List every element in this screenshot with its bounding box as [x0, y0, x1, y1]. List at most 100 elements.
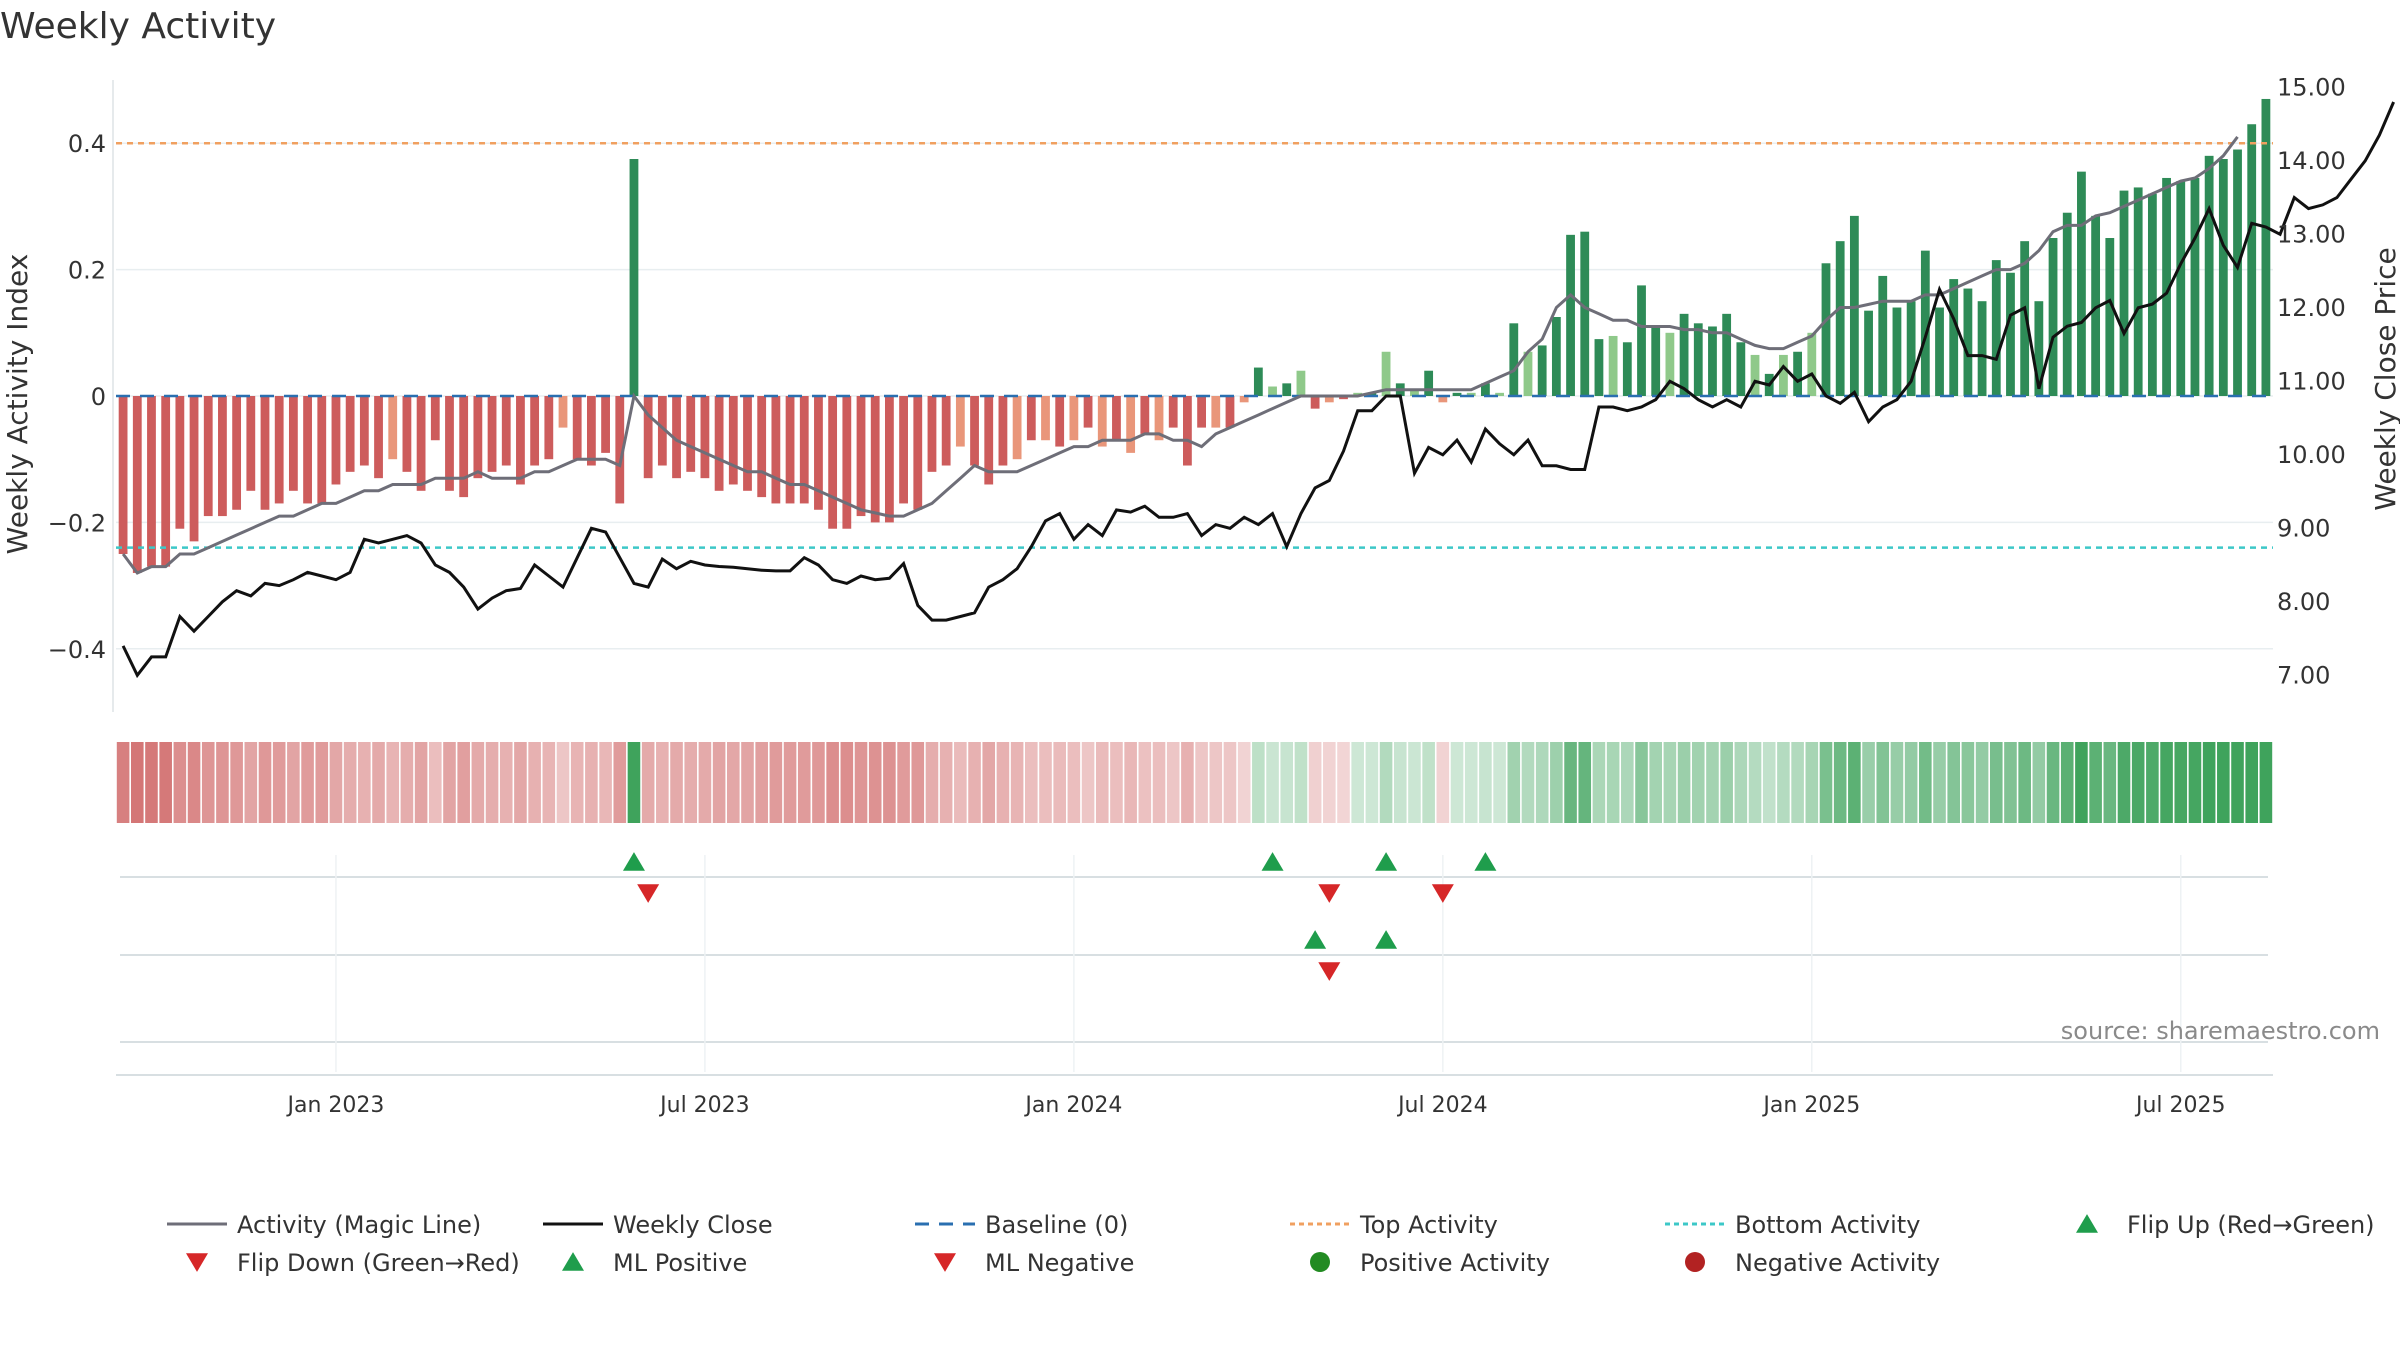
activity-bar: [1438, 396, 1448, 403]
activity-bar: [2147, 193, 2157, 396]
activity-bar: [1381, 351, 1391, 396]
activity-bar: [2105, 238, 2115, 396]
heat-cell: [130, 742, 144, 823]
activity-bar: [1083, 396, 1093, 428]
heat-cell: [1266, 742, 1279, 823]
activity-bar: [1935, 307, 1944, 396]
legend-item: Bottom Activity: [1665, 1211, 1920, 1239]
activity-bar: [1310, 396, 1320, 409]
heat-cell: [911, 742, 925, 823]
heat-cell: [2259, 742, 2273, 823]
activity-bar: [118, 396, 128, 554]
heat-cell: [1152, 742, 1166, 823]
heat-cell: [2046, 742, 2060, 823]
heat-cell: [641, 742, 655, 823]
heat-cell: [145, 742, 158, 823]
heat-cell: [868, 742, 882, 823]
legend-item: Flip Up (Red→Green): [2076, 1211, 2375, 1239]
y-right-tick-label: 15.00: [2277, 73, 2346, 101]
activity-bar: [2020, 241, 2030, 396]
activity-bar: [884, 396, 894, 523]
activity-bar: [1594, 339, 1604, 396]
legend-label: Flip Up (Red→Green): [2127, 1211, 2375, 1239]
activity-bar: [1608, 335, 1618, 396]
source-note: source: sharemaestro.com: [2061, 1017, 2380, 1045]
x-tick-label: Jul 2023: [658, 1093, 750, 1118]
chart-title: Weekly Activity: [0, 6, 276, 47]
heat-cell: [1762, 742, 1776, 823]
heat-cell: [1919, 742, 1932, 823]
activity-bar: [1041, 396, 1050, 441]
activity-bar: [1679, 313, 1689, 396]
legend-item: Flip Down (Green→Red): [186, 1249, 520, 1277]
y-left-tick-label: 0: [91, 383, 106, 411]
flip-down-marker: [1318, 884, 1341, 903]
heat-cell: [854, 742, 868, 823]
heat-cell: [939, 742, 953, 823]
activity-bar: [544, 396, 554, 460]
heat-cell: [741, 742, 754, 823]
legend-swatch: [562, 1252, 584, 1271]
heat-cell: [797, 742, 811, 823]
heat-cell: [1280, 742, 1294, 823]
activity-bar: [1055, 396, 1065, 447]
activity-bar: [1452, 392, 1462, 396]
activity-bar: [1693, 323, 1703, 396]
heat-cell: [1904, 742, 1918, 823]
heat-cell: [2231, 742, 2244, 823]
activity-bar: [1353, 392, 1363, 396]
activity-bar: [1211, 396, 1221, 428]
heat-cell: [2060, 742, 2074, 823]
heat-cell: [1095, 742, 1109, 823]
activity-bar: [1239, 396, 1249, 403]
flip-up-marker: [1375, 852, 1398, 871]
activity-bar: [430, 396, 440, 441]
activity-bar: [1736, 342, 1746, 396]
legend-item: ML Positive: [562, 1249, 747, 1277]
heat-cell: [258, 742, 272, 823]
heat-cell: [684, 742, 698, 823]
heat-cell: [159, 742, 172, 823]
activity-bar: [260, 396, 270, 510]
activity-bar: [232, 396, 242, 510]
heat-cell: [1578, 742, 1592, 823]
heat-cell: [1649, 742, 1662, 823]
activity-bar: [1551, 317, 1561, 396]
heat-cell: [727, 742, 740, 823]
heat-cell: [1195, 742, 1208, 823]
activity-bar: [1637, 285, 1646, 396]
activity-bar: [1708, 326, 1717, 396]
legend-label: Activity (Magic Line): [237, 1211, 481, 1239]
activity-bar: [686, 396, 696, 472]
activity-bar: [1140, 396, 1150, 434]
heat-cell: [1308, 742, 1322, 823]
activity-bar: [1410, 389, 1419, 396]
y-left-axis-label: Weekly Activity Index: [1, 254, 34, 555]
activity-bar: [1906, 301, 1916, 396]
activity-bar: [842, 396, 852, 529]
heat-cell: [1734, 742, 1748, 823]
activity-bar: [757, 396, 767, 498]
legend-item: Top Activity: [1290, 1211, 1498, 1239]
activity-bar: [629, 159, 639, 396]
activity-bar: [1793, 351, 1803, 396]
heat-cell: [2217, 742, 2230, 823]
activity-bar: [1069, 396, 1079, 441]
activity-bar: [1367, 392, 1377, 396]
activity-bar: [1537, 345, 1547, 396]
heat-cell: [2188, 742, 2202, 823]
heat-cell: [627, 742, 641, 823]
activity-bar: [2162, 177, 2171, 396]
activity-bar: [1197, 396, 1206, 428]
activity-bar: [1481, 383, 1490, 396]
heat-cell: [1351, 742, 1364, 823]
heat-cell: [1393, 742, 1407, 823]
activity-bar: [2247, 124, 2257, 397]
heat-cell: [2146, 742, 2159, 823]
activity-bar: [288, 396, 298, 491]
activity-bar: [2204, 155, 2214, 396]
flip-up-marker: [1261, 852, 1284, 871]
magic-line-series: [121, 135, 2239, 575]
heat-cell: [1209, 742, 1223, 823]
flip-down-marker: [1431, 884, 1454, 903]
